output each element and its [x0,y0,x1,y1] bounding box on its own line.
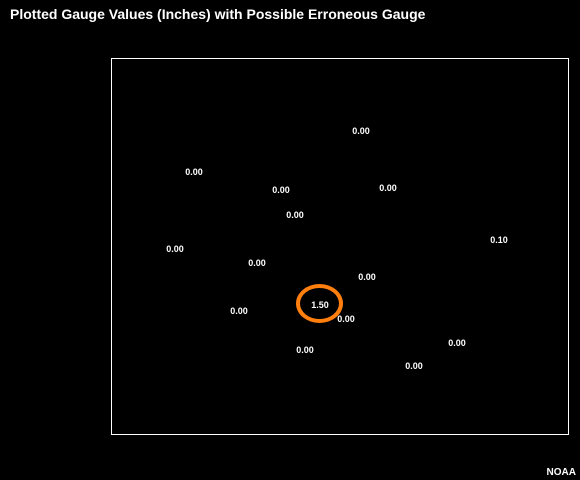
gauge-value: 0.00 [185,167,203,177]
gauge-value: 0.00 [358,272,376,282]
gauge-value: 0.00 [296,345,314,355]
gauge-value: 0.00 [230,306,248,316]
gauge-value: 0.00 [272,185,290,195]
gauge-value: 0.00 [166,244,184,254]
erroneous-gauge-highlight-ring [296,284,343,323]
gauge-value: 0.00 [379,183,397,193]
credit-label: NOAA [546,467,576,478]
gauge-value: 0.00 [286,210,304,220]
gauge-value: 0.00 [352,126,370,136]
gauge-value: 0.00 [248,258,266,268]
gauge-value: 0.00 [448,338,466,348]
gauge-value: 0.10 [490,235,508,245]
gauge-value: 0.00 [405,361,423,371]
gauge-value: 0.00 [337,314,355,324]
page-title: Plotted Gauge Values (Inches) with Possi… [10,6,426,22]
map-frame [111,58,569,435]
